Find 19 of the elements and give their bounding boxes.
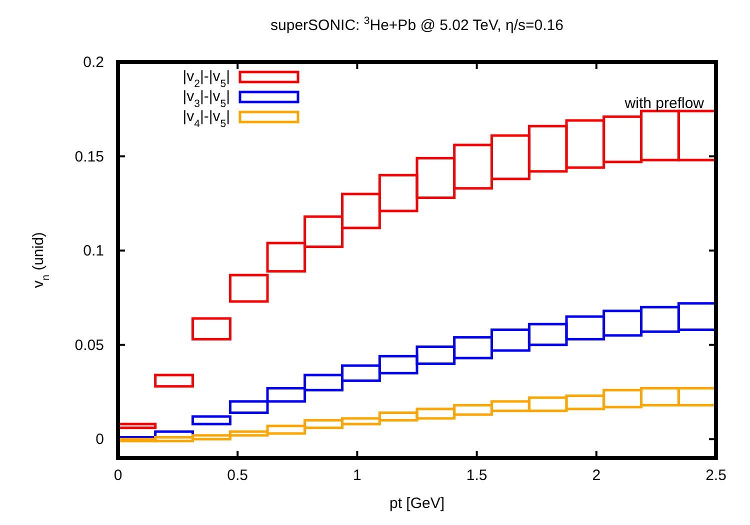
x-tick-label: 0 <box>114 467 122 484</box>
bar <box>192 317 232 340</box>
chart-title: superSONIC: $^{3}$He+Pb @ 5.02 TeV, η/s=0.16 <box>270 15 564 34</box>
legend-label: |v$_{3}$|-|v$_{5}$| <box>182 88 230 110</box>
legend-label: |v$_{2}$|-|v$_{5}$| <box>182 68 230 90</box>
y-tick-label: 0.05 <box>74 336 104 354</box>
y-tick-label: 0.2 <box>83 54 104 71</box>
x-tick-label: 2 <box>592 467 601 484</box>
bar <box>154 374 194 388</box>
y-tick-label: 0 <box>96 431 104 448</box>
legend-label: |v$_{4}$|-|v$_{5}$| <box>182 108 230 130</box>
x-tick-label: 1 <box>353 467 362 484</box>
x-tick-label: 1.5 <box>466 467 488 484</box>
y-tick-label: 0.1 <box>83 242 104 260</box>
y-tick-label: 0.15 <box>74 148 104 166</box>
x-tick-label: 2.5 <box>706 467 726 484</box>
x-tick-label: 0.5 <box>227 467 248 484</box>
x-axis-title: pt [GeV] <box>389 495 445 512</box>
annotation: with preflow <box>624 95 704 112</box>
